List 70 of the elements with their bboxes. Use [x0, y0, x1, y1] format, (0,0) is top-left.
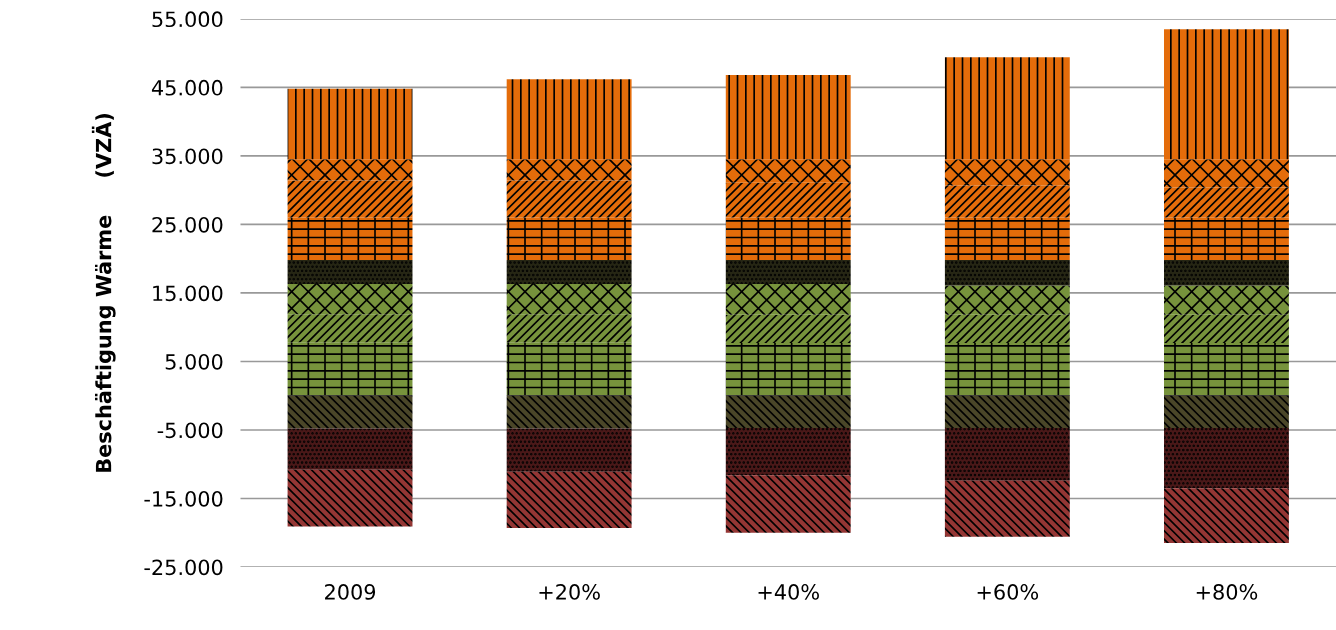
bar [725, 395, 851, 428]
bar [725, 314, 851, 343]
bar [725, 475, 851, 533]
bar [287, 342, 413, 396]
bar [1164, 488, 1289, 544]
bar [725, 159, 851, 183]
bar [944, 314, 1070, 343]
bar [944, 217, 1070, 261]
bar [287, 395, 413, 429]
bar [725, 260, 851, 285]
bar [506, 180, 632, 218]
x-tick-label: 2009 [325, 584, 376, 600]
y-tick-label: 55.000 [152, 11, 223, 28]
bar [506, 159, 632, 181]
bar [287, 314, 413, 343]
bar [1164, 342, 1289, 396]
bar [944, 480, 1070, 537]
bar [506, 395, 632, 429]
y-tick-label: 5.000 [165, 353, 223, 370]
bar [1164, 159, 1289, 188]
y-axis-title: Beschäftigung Wärme (VZÄ) [91, 113, 116, 472]
bar [1164, 187, 1289, 218]
y-tick-label: 15.000 [153, 285, 223, 302]
bar [1164, 395, 1289, 428]
bar [1164, 29, 1289, 160]
x-tick-label: +80% [1196, 584, 1258, 600]
bar [944, 395, 1070, 428]
bar [725, 427, 851, 476]
bar [1164, 260, 1289, 286]
bar [725, 284, 851, 315]
y-tick-label: -25.000 [144, 559, 223, 576]
y-tick-label: 45.000 [151, 79, 223, 96]
bar [944, 342, 1070, 396]
y-tick-label: -5.000 [157, 422, 223, 439]
x-tick-label: +40% [758, 584, 819, 600]
bar [506, 284, 632, 315]
bar [1164, 217, 1289, 261]
y-tick-label: 25.000 [152, 216, 223, 233]
y-tick-label: 35.000 [152, 148, 223, 165]
bar [944, 260, 1070, 286]
bar [287, 260, 413, 285]
bar [506, 260, 632, 285]
bar [944, 57, 1070, 160]
bar [506, 428, 632, 472]
bar [1164, 314, 1289, 343]
bar [506, 217, 632, 261]
bar [506, 342, 632, 396]
x-tick-label: +20% [539, 584, 600, 600]
bar [944, 159, 1070, 186]
bar [1164, 285, 1289, 315]
bar [1164, 427, 1289, 489]
bar [944, 185, 1070, 218]
bar [725, 75, 851, 160]
bar [725, 217, 851, 261]
x-tick-label: +60% [977, 584, 1039, 600]
bar [506, 471, 632, 528]
bar [287, 159, 413, 181]
bar [287, 428, 413, 470]
bar [725, 182, 851, 218]
bar [287, 469, 413, 527]
bar [287, 88, 413, 160]
bar [506, 314, 632, 343]
bar [287, 180, 413, 218]
bar [944, 285, 1070, 315]
bar [944, 427, 1070, 481]
bar [287, 284, 413, 315]
bar [506, 79, 632, 160]
bar [725, 342, 851, 396]
y-tick-label: -15.000 [144, 490, 223, 507]
bar [287, 217, 413, 261]
